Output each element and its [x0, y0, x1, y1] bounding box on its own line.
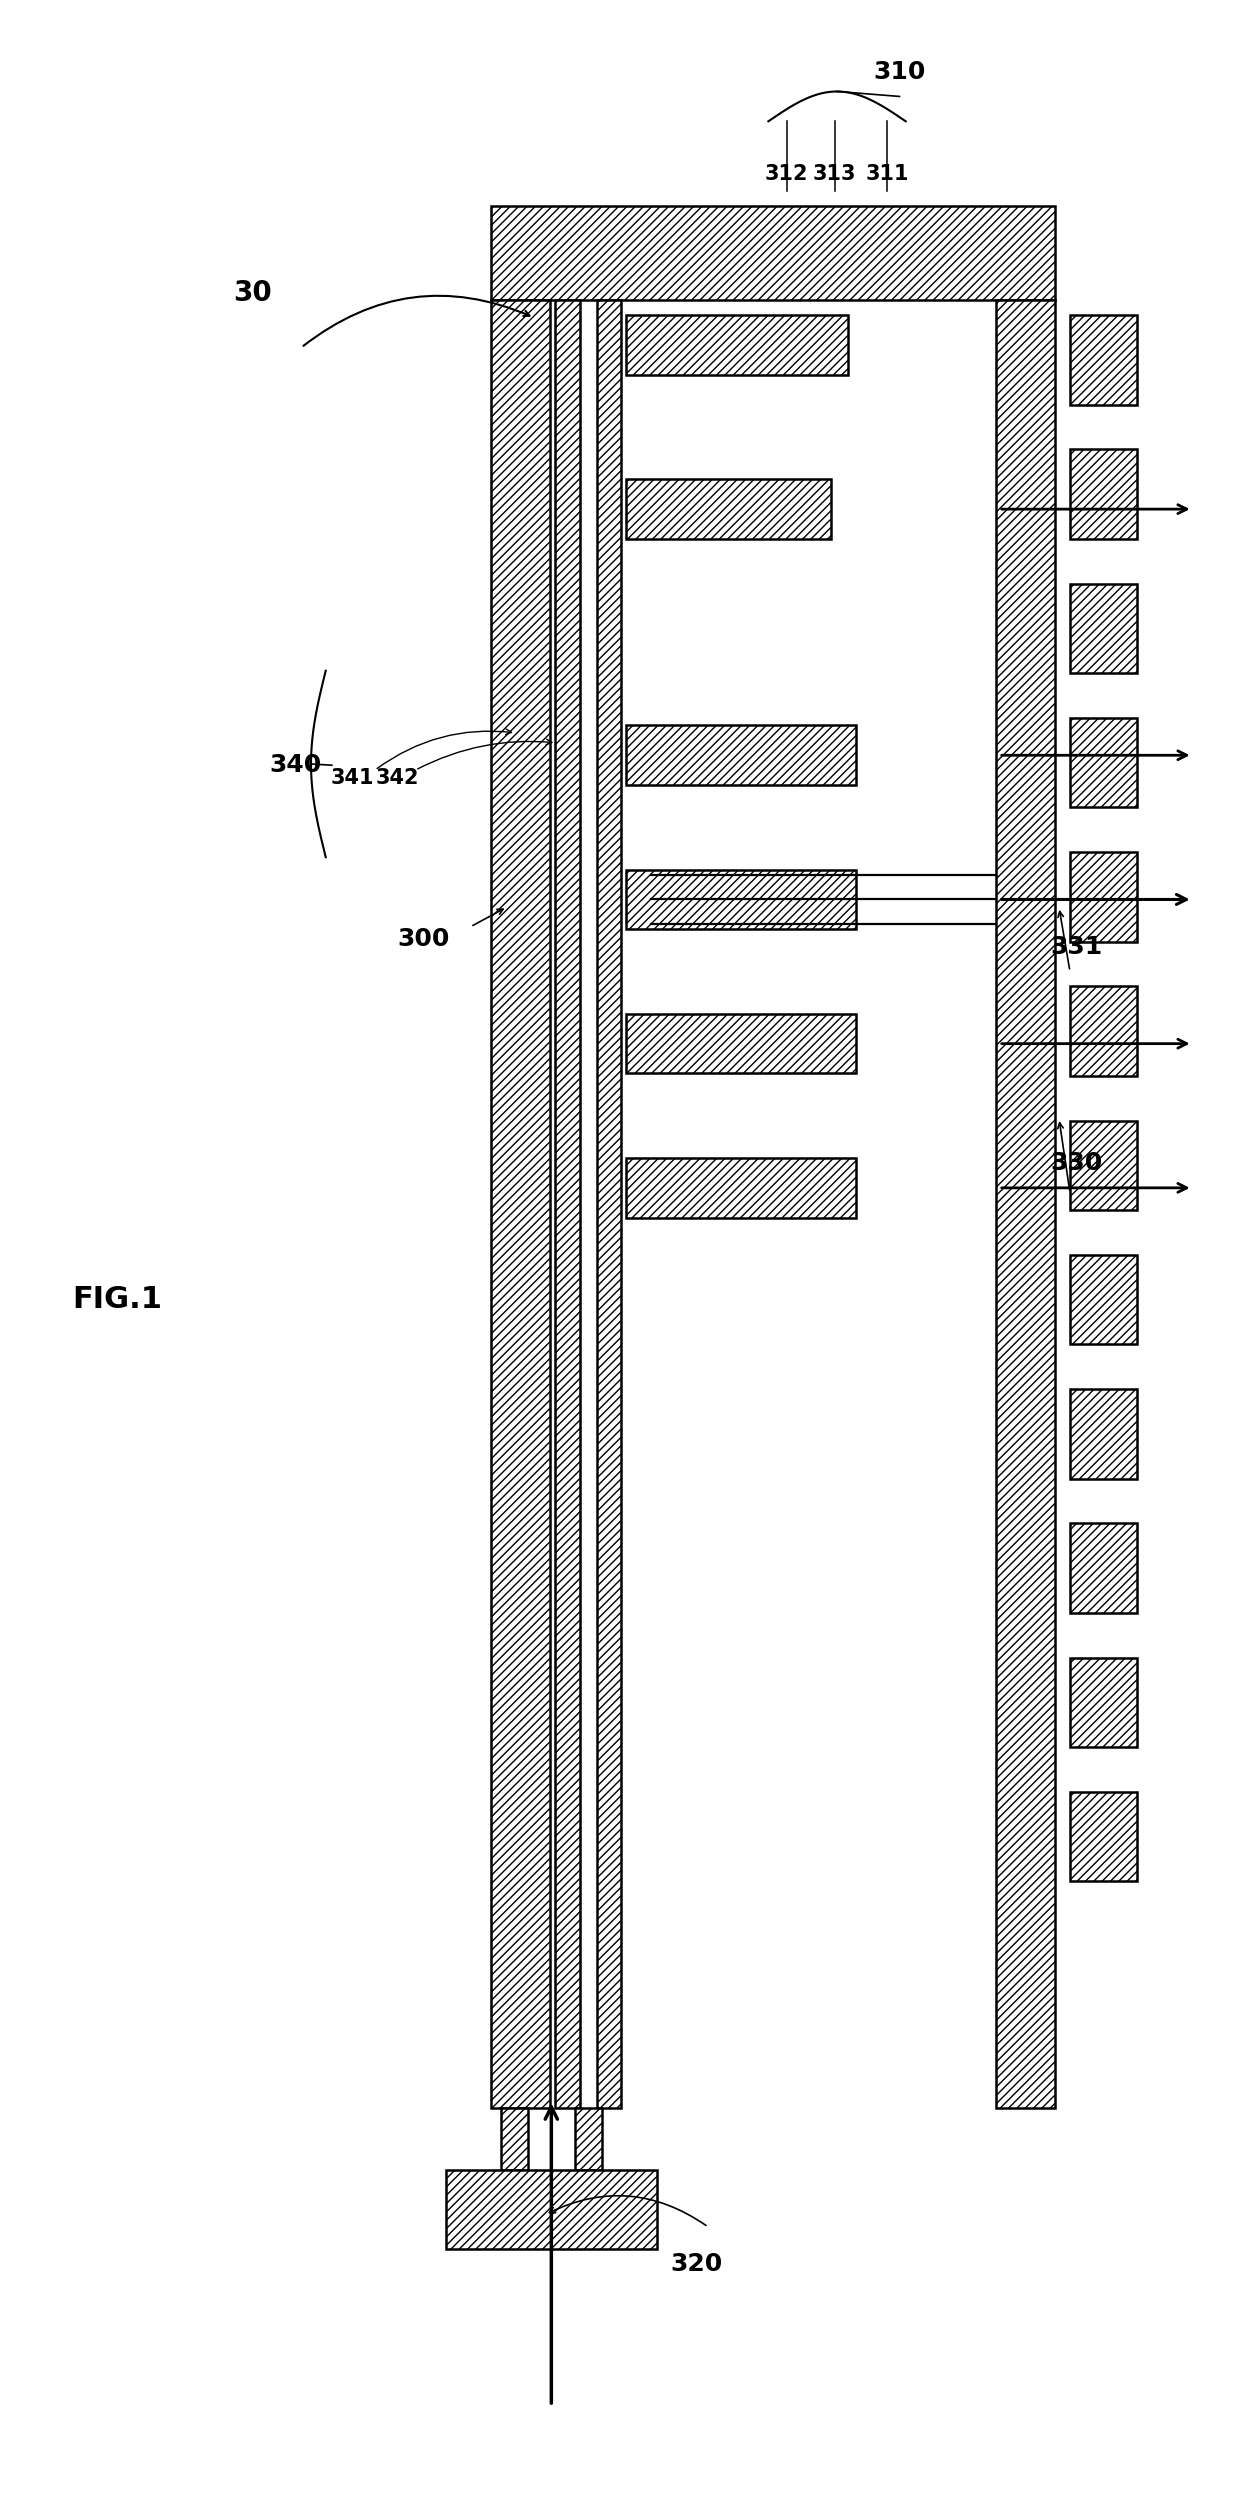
Bar [556, 300, 579, 2108]
Bar [1070, 1658, 1137, 1747]
Bar [1070, 1120, 1137, 1210]
Bar [491, 300, 551, 2108]
Bar [1070, 1390, 1137, 1478]
Text: 30: 30 [233, 280, 272, 308]
Bar [596, 300, 621, 2108]
Text: FIG.1: FIG.1 [72, 1285, 162, 1315]
Bar [626, 870, 856, 930]
Bar [626, 315, 848, 375]
Text: 341: 341 [331, 768, 374, 788]
Bar [574, 2108, 601, 2170]
Bar [1070, 853, 1137, 942]
Bar [1070, 988, 1137, 1075]
Text: 331: 331 [1050, 935, 1102, 958]
Text: 340: 340 [269, 752, 321, 778]
Text: 310: 310 [873, 60, 926, 82]
Bar [1070, 1792, 1137, 1882]
Bar [1070, 582, 1137, 672]
Bar [626, 725, 856, 785]
Text: 300: 300 [398, 928, 450, 950]
Text: 312: 312 [765, 162, 808, 182]
Bar [626, 1015, 856, 1072]
Bar [626, 1158, 856, 1218]
Bar [1070, 450, 1137, 540]
Text: 330: 330 [1050, 1150, 1102, 1175]
Bar [1070, 1255, 1137, 1345]
Bar [501, 2108, 528, 2170]
Bar [1070, 315, 1137, 405]
Bar [626, 480, 831, 540]
Bar [1070, 718, 1137, 808]
Text: 313: 313 [812, 162, 857, 182]
Bar [997, 300, 1055, 2108]
Text: 342: 342 [374, 768, 419, 788]
Bar [446, 2170, 657, 2250]
Text: 320: 320 [670, 2252, 722, 2278]
Bar [491, 205, 1055, 300]
Bar [1070, 1522, 1137, 1612]
Text: 311: 311 [866, 162, 909, 182]
